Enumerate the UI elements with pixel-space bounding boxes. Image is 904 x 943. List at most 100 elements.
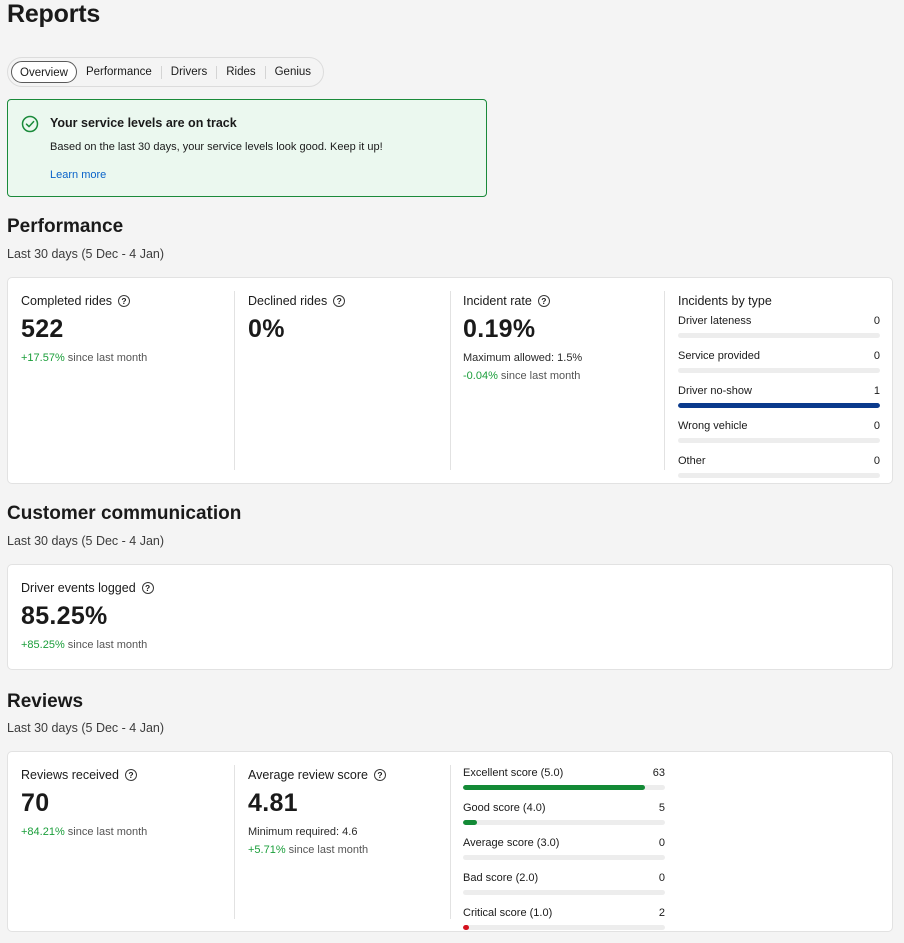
performance-date-range: Last 30 days (5 Dec - 4 Jan) xyxy=(7,247,165,261)
change-suffix: since last month xyxy=(285,844,369,856)
score-count: 0 xyxy=(658,872,665,884)
help-icon[interactable]: ? xyxy=(141,582,154,594)
help-icon[interactable]: ? xyxy=(118,295,131,307)
column-divider xyxy=(450,765,451,919)
incident-label: Driver lateness xyxy=(678,315,752,327)
page-title: Reports xyxy=(7,0,101,28)
score-label: Bad score (2.0) xyxy=(463,872,539,884)
score-row: Bad score (2.0) 0 xyxy=(463,872,665,895)
incident-row: Driver lateness 0 xyxy=(678,315,880,338)
alert-message: Based on the last 30 days, your service … xyxy=(50,141,383,153)
communication-date-range: Last 30 days (5 Dec - 4 Jan) xyxy=(7,534,165,548)
column-divider xyxy=(664,291,665,470)
incidents-by-type: Incidents by type Driver lateness 0 Servic… xyxy=(678,294,880,490)
performance-card: Completed rides? 522 +17.57% since last … xyxy=(7,277,893,484)
incident-bar-track xyxy=(678,473,880,478)
score-row: Good score (4.0) 5 xyxy=(463,802,665,825)
column-divider xyxy=(450,291,451,470)
score-count: 5 xyxy=(658,802,665,814)
change-percent: +84.21% xyxy=(21,826,65,838)
incident-label: Wrong vehicle xyxy=(678,420,748,432)
help-icon[interactable]: ? xyxy=(537,295,550,307)
metric-value: 0.19% xyxy=(463,315,536,343)
metric-change: +17.57% since last month xyxy=(21,352,147,364)
metric-value: 522 xyxy=(21,315,64,343)
metric-value: 0% xyxy=(248,315,285,343)
metric-note: Minimum required: 4.6 xyxy=(248,826,358,838)
learn-more-link[interactable]: Learn more xyxy=(50,169,107,181)
incidents-title: Incidents by type xyxy=(678,294,772,308)
change-suffix: since last month xyxy=(64,639,148,651)
incident-count: 0 xyxy=(873,455,880,467)
incident-bar-track xyxy=(678,368,880,373)
score-count: 2 xyxy=(658,907,665,919)
score-row: Average score (3.0) 0 xyxy=(463,837,665,860)
metric-value: 85.25% xyxy=(21,602,108,630)
help-icon[interactable]: ? xyxy=(333,295,346,307)
score-bar-fill xyxy=(463,925,470,930)
metric-note: Maximum allowed: 1.5% xyxy=(463,352,583,364)
check-circle-icon xyxy=(21,115,39,133)
score-label: Average score (3.0) xyxy=(463,837,560,849)
metric-label: Completed rides xyxy=(21,294,113,308)
tab-divider xyxy=(160,65,162,79)
tab-performance[interactable]: Performance xyxy=(85,66,152,78)
metric-label: Reviews received xyxy=(21,768,119,782)
metric-label: Driver events logged xyxy=(21,581,136,595)
change-percent: +85.25% xyxy=(21,639,65,651)
score-bar-track xyxy=(463,855,665,860)
incident-bar-fill xyxy=(678,403,880,408)
communication-heading: Customer communication xyxy=(7,503,242,524)
metric-change: +5.71% since last month xyxy=(248,844,386,856)
incident-row: Service provided 0 xyxy=(678,350,880,373)
reviews-date-range: Last 30 days (5 Dec - 4 Jan) xyxy=(7,721,165,735)
reviews-card: Reviews received? 70 +84.21% since last … xyxy=(7,751,893,932)
reviews-heading: Reviews xyxy=(7,691,84,712)
score-row: Excellent score (5.0) 63 xyxy=(463,767,665,790)
metric-change: -0.04% since last month xyxy=(463,370,582,382)
review-score-breakdown: Excellent score (5.0) 63 Good score (4.0) 5… xyxy=(463,767,665,942)
score-count: 63 xyxy=(652,767,665,779)
score-bar-fill xyxy=(463,785,645,790)
score-bar-fill xyxy=(463,820,478,825)
communication-card: Driver events logged? 85.25% +85.25% sin… xyxy=(7,564,893,670)
declined-rides-metric: Declined rides? 0% xyxy=(248,294,346,344)
alert-title: Your service levels are on track xyxy=(50,116,237,130)
change-percent: +17.57% xyxy=(21,352,65,364)
tab-genius[interactable]: Genius xyxy=(274,66,312,78)
driver-events-metric: Driver events logged? 85.25% +85.25% sin… xyxy=(21,581,154,651)
metric-label: Average review score xyxy=(248,768,368,782)
performance-heading: Performance xyxy=(7,216,124,237)
change-suffix: since last month xyxy=(64,352,148,364)
score-count: 0 xyxy=(658,837,665,849)
incident-row: Other 0 xyxy=(678,455,880,478)
incident-count: 0 xyxy=(873,350,880,362)
score-label: Critical score (1.0) xyxy=(463,907,553,919)
tab-divider xyxy=(264,65,266,79)
tab-divider xyxy=(216,65,218,79)
metric-label: Declined rides xyxy=(248,294,328,308)
incident-row: Driver no-show 1 xyxy=(678,385,880,408)
score-row: Critical score (1.0) 2 xyxy=(463,907,665,930)
incident-count: 0 xyxy=(873,420,880,432)
tab-rides[interactable]: Rides xyxy=(226,66,256,78)
tab-overview[interactable]: Overview xyxy=(11,61,77,83)
help-icon[interactable]: ? xyxy=(373,769,386,781)
incident-bar-track xyxy=(678,403,880,408)
completed-rides-metric: Completed rides? 522 +17.57% since last … xyxy=(21,294,147,364)
score-label: Good score (4.0) xyxy=(463,802,546,814)
help-icon[interactable]: ? xyxy=(124,769,137,781)
tab-drivers[interactable]: Drivers xyxy=(170,66,208,78)
incident-label: Driver no-show xyxy=(678,385,752,397)
metric-change: +84.21% since last month xyxy=(21,826,147,838)
metric-label: Incident rate xyxy=(463,294,532,308)
change-percent: -0.04% xyxy=(463,370,498,382)
score-bar-track xyxy=(463,820,665,825)
incident-label: Service provided xyxy=(678,350,760,362)
metric-value: 70 xyxy=(21,789,50,817)
metric-change: +85.25% since last month xyxy=(21,639,154,651)
column-divider xyxy=(234,765,235,919)
incident-bar-track xyxy=(678,333,880,338)
report-tabs: Overview Performance Drivers Rides Geniu… xyxy=(7,57,325,87)
average-score-metric: Average review score? 4.81 Minimum requi… xyxy=(248,768,386,856)
